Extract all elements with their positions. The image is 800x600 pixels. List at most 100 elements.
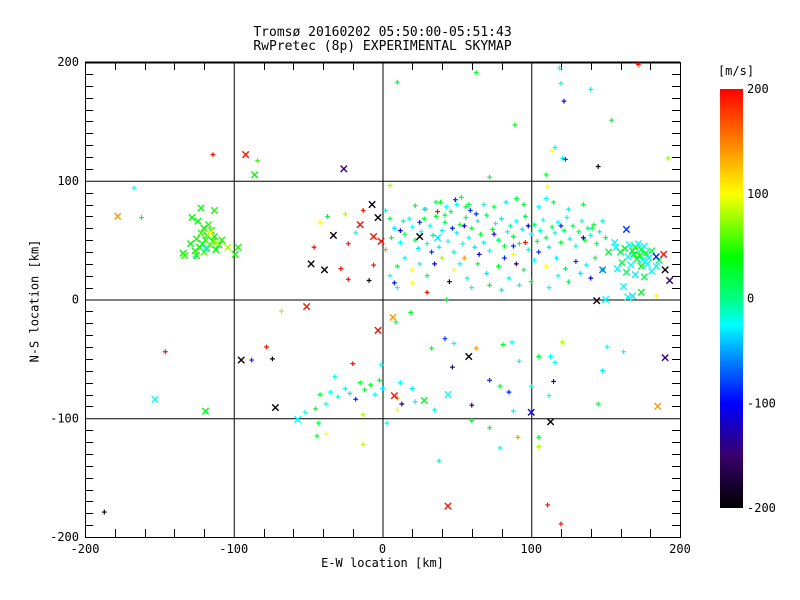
data-point-x	[390, 391, 399, 400]
data-point-plus	[549, 148, 555, 154]
data-point-plus	[394, 407, 400, 413]
x-tick-label: 0	[379, 542, 386, 556]
data-point-x	[661, 353, 669, 362]
data-point-plus	[469, 402, 475, 408]
data-point-plus	[397, 380, 403, 386]
data-point-plus	[342, 211, 348, 217]
data-point-plus	[139, 215, 144, 220]
data-point-x	[619, 282, 628, 291]
data-point-plus	[406, 216, 412, 222]
chart-subtitle: RwPretec (8p) EXPERIMENTAL SKYMAP	[253, 39, 512, 54]
data-point-plus	[409, 224, 415, 230]
data-point-plus	[491, 231, 497, 237]
data-point-plus	[506, 275, 512, 281]
data-point-x	[636, 251, 644, 260]
data-point-plus	[454, 230, 460, 236]
data-point-plus	[454, 202, 460, 207]
x-tick-label: 100	[520, 542, 542, 556]
data-point-plus	[546, 285, 552, 291]
data-point-plus	[536, 204, 542, 210]
data-point-plus	[463, 215, 469, 220]
data-point-plus	[317, 219, 323, 225]
data-point-plus	[466, 202, 472, 207]
data-point-plus	[439, 255, 445, 261]
data-point-plus	[595, 401, 601, 407]
data-point-plus	[394, 263, 400, 269]
data-point-plus	[368, 382, 373, 388]
data-point-x	[598, 266, 607, 274]
data-point-plus	[499, 287, 504, 293]
x-tick-label: -200	[71, 542, 100, 556]
data-point-plus	[487, 425, 492, 431]
data-point-x	[604, 248, 613, 256]
data-point-plus	[516, 282, 522, 288]
data-point-plus	[609, 117, 614, 123]
data-point-plus	[412, 203, 418, 209]
colorbar-tick-label: 100	[747, 187, 769, 201]
data-point-plus	[500, 342, 506, 348]
colorbar: 200 100 0 -100 -200	[720, 82, 776, 515]
data-point-plus	[444, 204, 449, 210]
data-point-plus	[481, 202, 487, 207]
data-point-plus	[210, 152, 216, 158]
data-point-plus	[347, 390, 353, 396]
data-point-plus	[536, 249, 542, 255]
data-point-plus	[317, 392, 323, 397]
data-point-plus	[458, 194, 464, 200]
data-point-plus	[463, 204, 469, 210]
data-point-x	[593, 296, 601, 305]
data-point-plus	[415, 246, 421, 251]
data-point-plus	[409, 386, 415, 391]
data-point-plus	[325, 213, 330, 219]
data-point-x	[201, 244, 210, 253]
data-point-plus	[429, 345, 434, 351]
data-point-plus	[487, 282, 492, 288]
data-point-plus	[461, 223, 467, 229]
data-point-plus	[342, 386, 348, 391]
data-point-x	[307, 260, 315, 268]
colorbar-tick-label: 200	[747, 82, 769, 96]
data-point-x	[374, 326, 382, 335]
data-point-x	[618, 258, 626, 267]
data-point-plus	[487, 377, 492, 383]
data-point-plus	[389, 235, 394, 241]
data-point-plus	[345, 241, 351, 247]
x-tick-label: -100	[219, 542, 248, 556]
data-point-plus	[424, 289, 430, 295]
data-point-x	[665, 276, 674, 285]
data-point-plus	[577, 270, 583, 276]
data-point-plus	[402, 255, 408, 261]
data-point-plus	[552, 145, 558, 150]
data-point-plus	[511, 243, 516, 249]
data-point-plus	[540, 217, 546, 223]
data-point-plus	[534, 238, 540, 244]
data-point-plus	[451, 341, 457, 346]
data-point-plus	[594, 241, 600, 247]
data-point-plus	[328, 389, 333, 395]
data-point-x	[231, 250, 239, 259]
data-point-plus	[481, 240, 487, 245]
data-point-plus	[450, 364, 455, 370]
data-point-x	[374, 213, 382, 222]
data-point-plus	[439, 228, 445, 234]
data-point-plus	[592, 255, 598, 261]
data-point-plus	[546, 393, 552, 399]
data-point-plus	[350, 361, 356, 367]
data-point-plus	[362, 387, 368, 393]
data-point-x	[613, 264, 622, 273]
data-point-plus	[516, 358, 522, 364]
data-point-plus	[357, 380, 363, 386]
colorbar-label: [m/s]	[717, 64, 755, 78]
data-point-plus	[427, 223, 433, 229]
data-point-x	[420, 396, 428, 405]
data-point-plus	[528, 231, 534, 237]
data-point-plus	[397, 228, 403, 234]
data-point-plus	[591, 222, 597, 228]
data-point-plus	[371, 262, 376, 268]
series-plus-markers	[101, 61, 671, 527]
data-point-plus	[511, 408, 516, 414]
data-point-plus	[432, 261, 437, 267]
data-point-plus	[432, 407, 437, 413]
data-point-x	[210, 206, 219, 215]
data-point-plus	[131, 185, 137, 191]
